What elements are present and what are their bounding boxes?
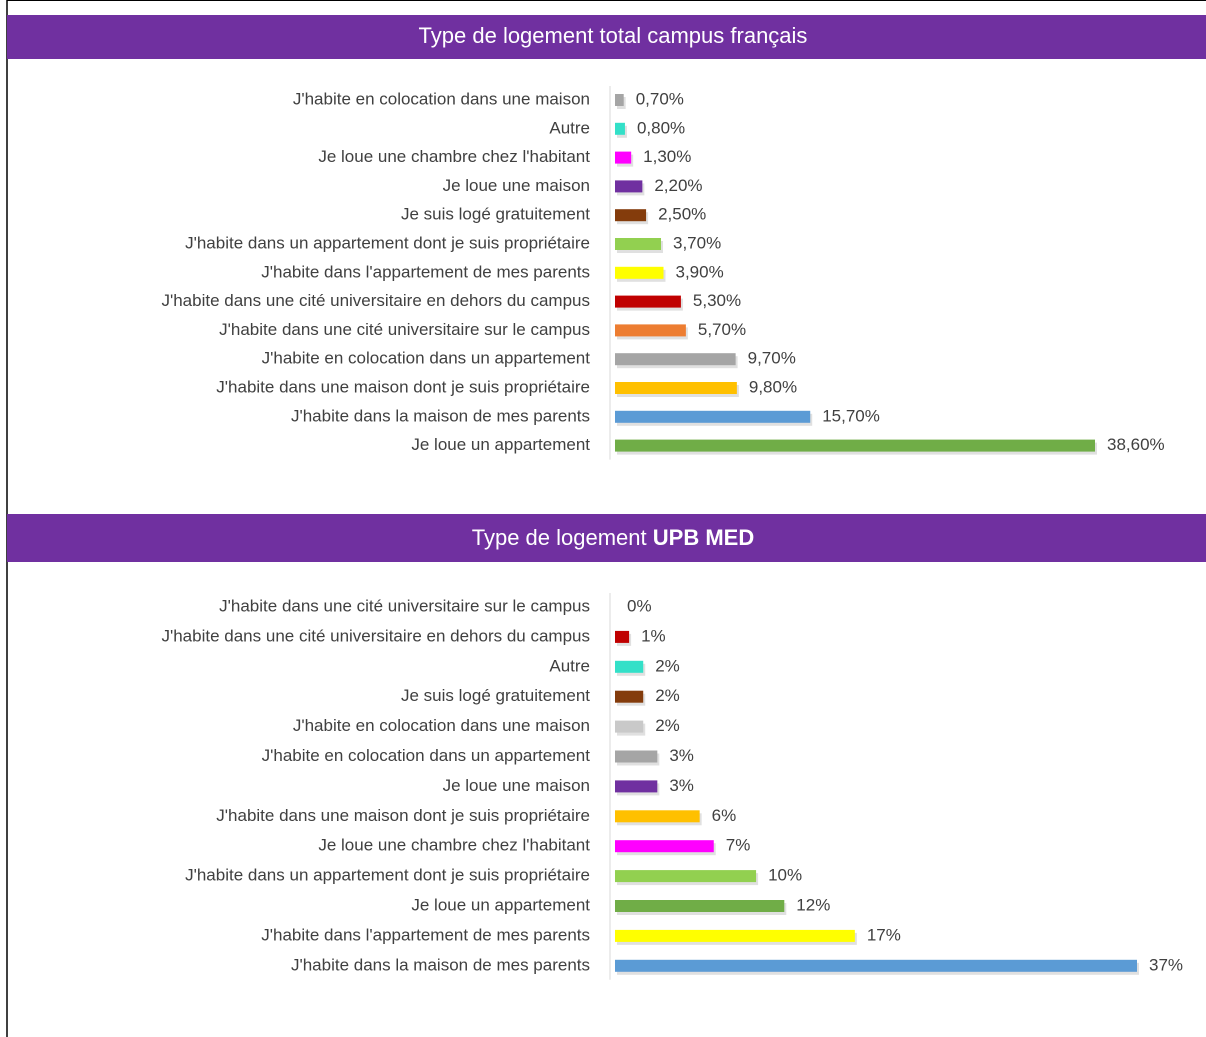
category-label: J'habite dans l'appartement de mes paren… (261, 262, 590, 281)
category-label: J'habite dans la maison de mes parents (291, 955, 590, 974)
bar (615, 929, 855, 942)
value-label: 3% (669, 746, 694, 765)
value-label: 38,60% (1107, 435, 1165, 454)
category-label: Je loue un appartement (411, 895, 590, 914)
bar (615, 959, 1137, 972)
chart-title: Type de logement (472, 525, 647, 550)
category-label: Je loue un appartement (411, 435, 590, 454)
category-label: Je loue une chambre chez l'habitant (318, 147, 590, 166)
bar (615, 295, 681, 308)
bar (615, 439, 1095, 452)
bar (615, 410, 811, 423)
bar (615, 810, 700, 823)
value-label: 2,20% (654, 176, 702, 195)
value-label: 17% (867, 925, 901, 944)
category-label: J'habite en colocation dans une maison (293, 89, 590, 108)
bar (615, 630, 630, 643)
category-label: Je loue une maison (443, 776, 590, 795)
category-label: J'habite dans une maison dont je suis pr… (216, 377, 590, 396)
category-label: J'habite dans un appartement dont je sui… (185, 866, 590, 885)
bar (615, 122, 625, 135)
value-label: 37% (1149, 955, 1183, 974)
category-label: J'habite dans une cité universitaire sur… (219, 320, 590, 339)
chart-title-bold: UPB MED (653, 525, 754, 550)
title-banner (7, 15, 1206, 59)
bar (615, 382, 737, 394)
category-label: J'habite en colocation dans un apparteme… (262, 746, 591, 765)
bar (615, 151, 632, 164)
value-label: 3% (669, 776, 694, 795)
chart-title: Type de logement UPB MED (472, 525, 754, 550)
category-label: J'habite en colocation dans une maison (293, 716, 590, 735)
category-label: J'habite dans une maison dont je suis pr… (216, 806, 590, 825)
value-label: 12% (796, 895, 830, 914)
bar (615, 660, 644, 673)
value-label: 1% (641, 626, 666, 645)
bar (615, 180, 643, 193)
value-label: 1,30% (643, 147, 691, 166)
chart-title: Type de logement total campus français (419, 23, 808, 48)
category-label: J'habite dans l'appartement de mes paren… (261, 925, 590, 944)
value-label: 9,70% (748, 349, 796, 368)
category-label: Autre (549, 656, 590, 675)
category-label: Je suis logé gratuitement (401, 686, 590, 705)
value-label: 9,80% (749, 377, 797, 396)
bar (615, 780, 658, 793)
category-label: Je suis logé gratuitement (401, 205, 590, 224)
value-label: 3,90% (675, 262, 723, 281)
value-label: 2% (655, 716, 680, 735)
category-label: J'habite dans une cité universitaire en … (161, 626, 590, 645)
value-label: 2% (655, 686, 680, 705)
bar (615, 209, 647, 222)
value-label: 7% (726, 836, 751, 855)
value-label: 0,80% (637, 118, 685, 137)
value-label: 0,70% (636, 89, 684, 108)
category-label: Autre (549, 118, 590, 137)
category-label: J'habite dans un appartement dont je sui… (185, 233, 590, 252)
category-label: J'habite dans la maison de mes parents (291, 406, 590, 425)
bar (615, 324, 686, 337)
bar (615, 720, 644, 733)
value-label: 2,50% (658, 205, 706, 224)
value-label: 5,70% (698, 320, 746, 339)
value-label: 6% (712, 806, 737, 825)
value-label: 0% (627, 596, 652, 615)
value-label: 10% (768, 866, 802, 885)
bar (615, 238, 662, 250)
category-label: Je loue une maison (443, 176, 590, 195)
value-label: 3,70% (673, 233, 721, 252)
category-label: Je loue une chambre chez l'habitant (318, 836, 590, 855)
category-label: J'habite en colocation dans un apparteme… (262, 349, 591, 368)
bar (615, 870, 757, 883)
bar (615, 900, 785, 912)
value-label: 15,70% (822, 406, 880, 425)
bar (615, 690, 644, 703)
bar (615, 750, 658, 763)
value-label: 5,30% (693, 291, 741, 310)
bar (615, 353, 736, 366)
bar (615, 840, 714, 853)
value-label: 2% (655, 656, 680, 675)
title-banner (7, 514, 1206, 562)
category-label: J'habite dans une cité universitaire en … (161, 291, 590, 310)
bar (615, 94, 624, 106)
category-label: J'habite dans une cité universitaire sur… (219, 596, 590, 615)
bar (615, 266, 664, 279)
